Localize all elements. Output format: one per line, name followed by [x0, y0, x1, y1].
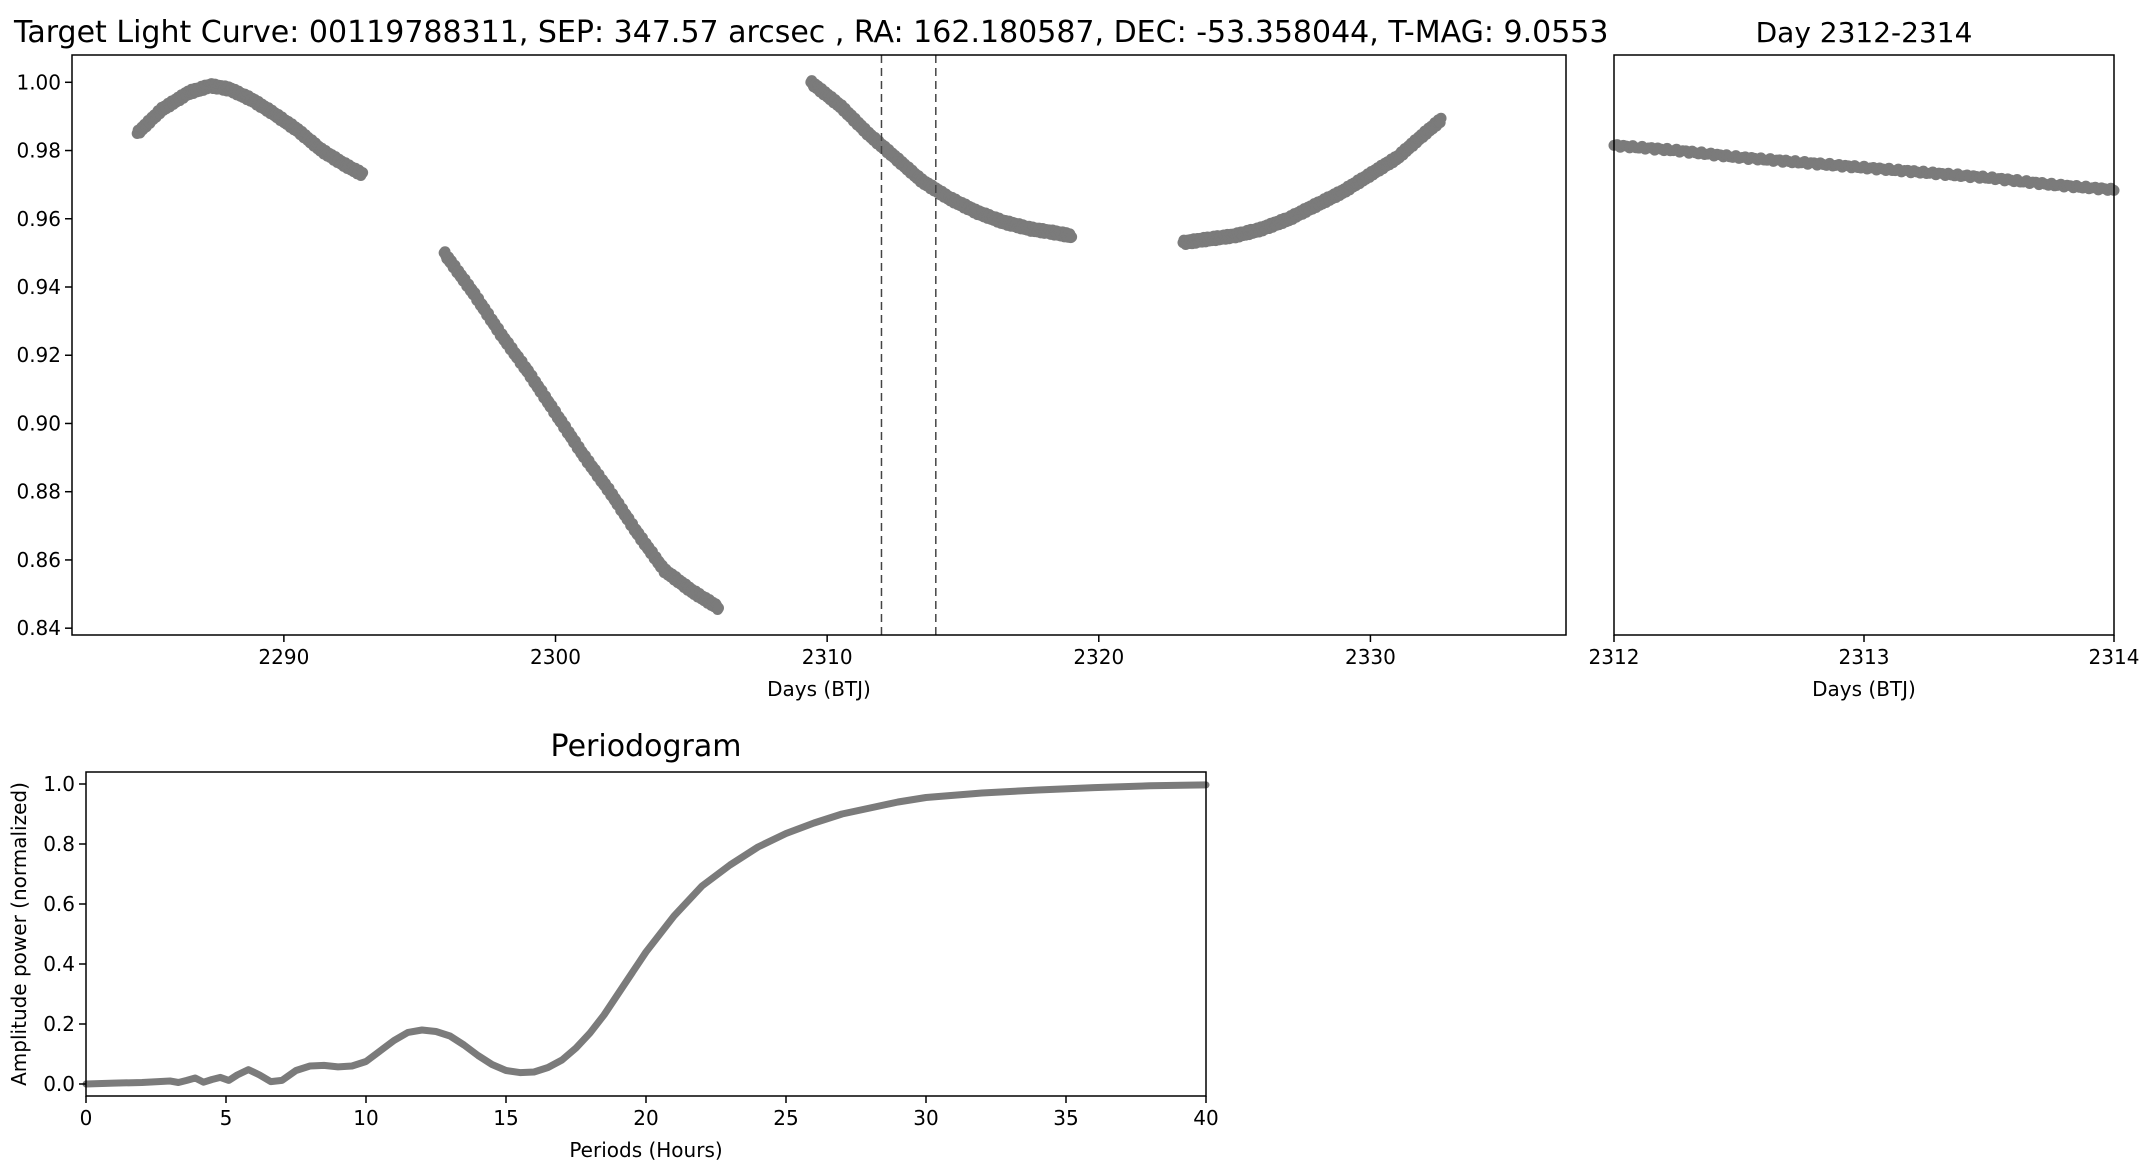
y-tick-label: 0.2 [43, 1012, 75, 1036]
zoom-axes-frame [1613, 54, 2115, 636]
periodogram-xlabel: Periods (Hours) [569, 1138, 722, 1162]
x-tick-label: 2310 [802, 645, 853, 669]
y-tick-label: 0.90 [16, 411, 61, 435]
zoom-title: Day 2312-2314 [1756, 16, 1973, 49]
zoom-xlabel: Days (BTJ) [1812, 677, 1916, 701]
window-markers [880, 55, 937, 635]
light-curve-panel: Target Light Curve: 00119788311, SEP: 34… [13, 15, 1608, 701]
y-tick-label: 0.6 [43, 892, 75, 916]
x-tick-label: 10 [353, 1106, 378, 1130]
zoom-x-ticks: 2312 2313 2314 [1589, 635, 2140, 669]
y-tick-label: 1.0 [43, 772, 75, 796]
light-curve-x-ticks: 2290 2300 2310 2320 2330 [258, 635, 1396, 669]
x-tick-label: 2330 [1345, 645, 1396, 669]
y-tick-label: 1.00 [16, 70, 61, 94]
x-tick-label: 2320 [1073, 645, 1124, 669]
light-curve-data [131, 75, 1447, 615]
y-tick-label: 0.8 [43, 832, 75, 856]
y-tick-label: 0.88 [16, 480, 61, 504]
y-tick-label: 0.94 [16, 275, 61, 299]
x-tick-label: 2300 [530, 645, 581, 669]
light-curve-point [1066, 231, 1078, 243]
periodogram-axes-frame [85, 771, 1207, 1097]
y-tick-label: 0.98 [16, 139, 61, 163]
y-tick-label: 0.96 [16, 207, 61, 231]
x-tick-label: 2313 [1839, 645, 1890, 669]
light-curve-y-ticks: 0.84 0.86 0.88 0.90 0.92 0.94 0.96 0.98 1.00 [16, 70, 72, 640]
y-tick-label: 0.84 [16, 616, 61, 640]
periodogram-panel: Periodogram 0 5 10 15 20 25 30 35 40 0.00.20.40.… [7, 729, 1219, 1162]
y-tick-label: 0.92 [16, 343, 61, 367]
light-curve-title: Target Light Curve: 00119788311, SEP: 34… [13, 15, 1608, 50]
light-curve-point [712, 602, 724, 614]
x-tick-label: 2312 [1589, 645, 1640, 669]
periodogram-line [82, 781, 1210, 1088]
periodogram-ylabel: Amplitude power (normalized) [7, 782, 31, 1086]
x-tick-label: 25 [773, 1106, 798, 1130]
x-tick-label: 5 [220, 1106, 233, 1130]
y-tick-label: 0.4 [43, 952, 75, 976]
x-tick-label: 15 [493, 1106, 518, 1130]
periodogram-title: Periodogram [551, 729, 742, 764]
periodogram-data [82, 781, 1210, 1088]
zoom-data [1608, 139, 2120, 196]
x-tick-label: 2314 [2089, 645, 2140, 669]
light-curve-point [357, 167, 369, 179]
light-curve-axes-frame [71, 54, 1567, 636]
y-tick-label: 0.0 [43, 1072, 75, 1096]
periodogram-y-ticks: 0.0 0.2 0.4 0.6 0.8 1.0 [43, 772, 86, 1096]
x-tick-label: 2290 [258, 645, 309, 669]
zoom-panel: Day 2312-2314 2312 2313 2314 Days (BTJ) [1589, 16, 2140, 701]
light-curve-point [1435, 112, 1447, 124]
x-tick-label: 0 [80, 1106, 93, 1130]
x-tick-label: 20 [633, 1106, 658, 1130]
x-tick-label: 30 [913, 1106, 938, 1130]
periodogram-x-ticks: 0 5 10 15 20 25 30 35 40 [80, 1096, 1219, 1130]
x-tick-label: 35 [1053, 1106, 1078, 1130]
light-curve-xlabel: Days (BTJ) [767, 677, 871, 701]
y-tick-label: 0.86 [16, 548, 61, 572]
x-tick-label: 40 [1193, 1106, 1218, 1130]
